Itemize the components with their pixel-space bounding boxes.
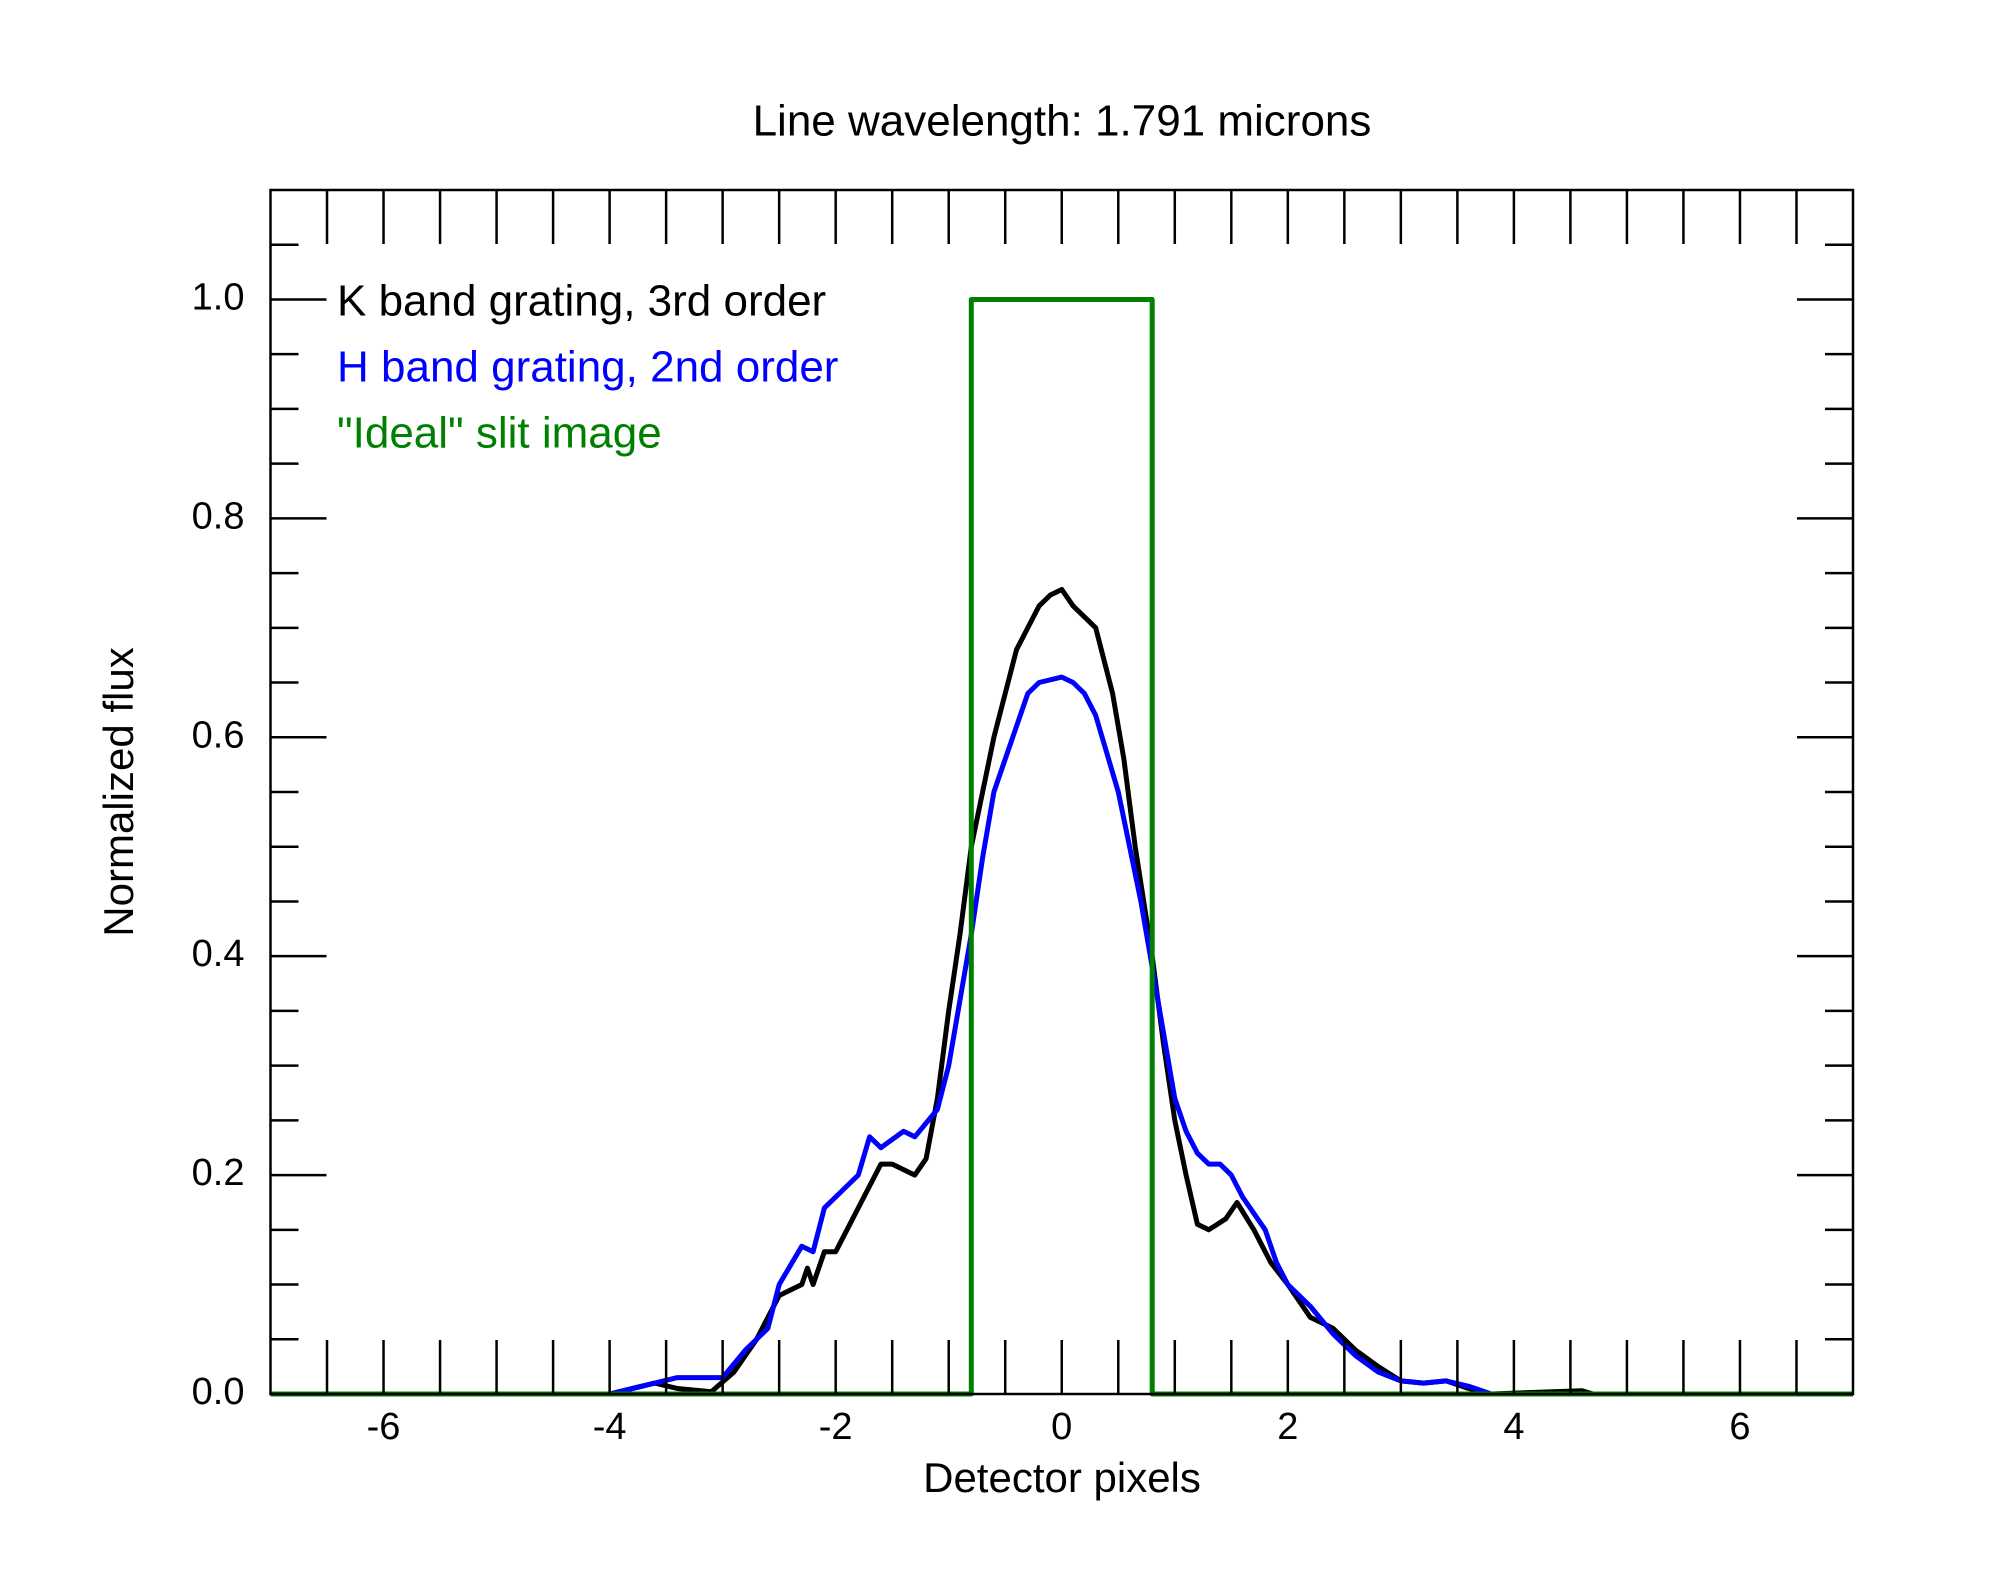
x-tick-label: -6 [367, 1406, 401, 1448]
x-tick-label: 2 [1277, 1406, 1298, 1448]
legend-entry: K band grating, 3rd order [337, 277, 826, 326]
chart-title: Line wavelength: 1.791 microns [753, 97, 1372, 146]
legend-entry: H band grating, 2nd order [337, 343, 838, 392]
x-tick-label: 6 [1729, 1406, 1750, 1448]
y-tick-label: 1.0 [192, 276, 245, 318]
data-line [270, 297, 1853, 1397]
y-tick-label: 0.6 [192, 714, 245, 756]
x-tick-label: 0 [1051, 1406, 1072, 1448]
y-tick-label: 0.4 [192, 933, 245, 975]
legend-entry: "Ideal" slit image [337, 409, 662, 458]
y-tick-label: 0.8 [192, 495, 245, 537]
data-line [270, 674, 1853, 1397]
data-line [270, 587, 1853, 1397]
x-tick-label: -4 [593, 1406, 627, 1448]
y-axis-label: Normalized flux [95, 647, 142, 936]
x-axis-label: Detector pixels [923, 1454, 1201, 1501]
x-tick-label: -2 [819, 1406, 853, 1448]
x-tick-label: 4 [1503, 1406, 1524, 1448]
y-tick-label: 0.0 [192, 1371, 245, 1413]
y-tick-label: 0.2 [192, 1152, 245, 1194]
